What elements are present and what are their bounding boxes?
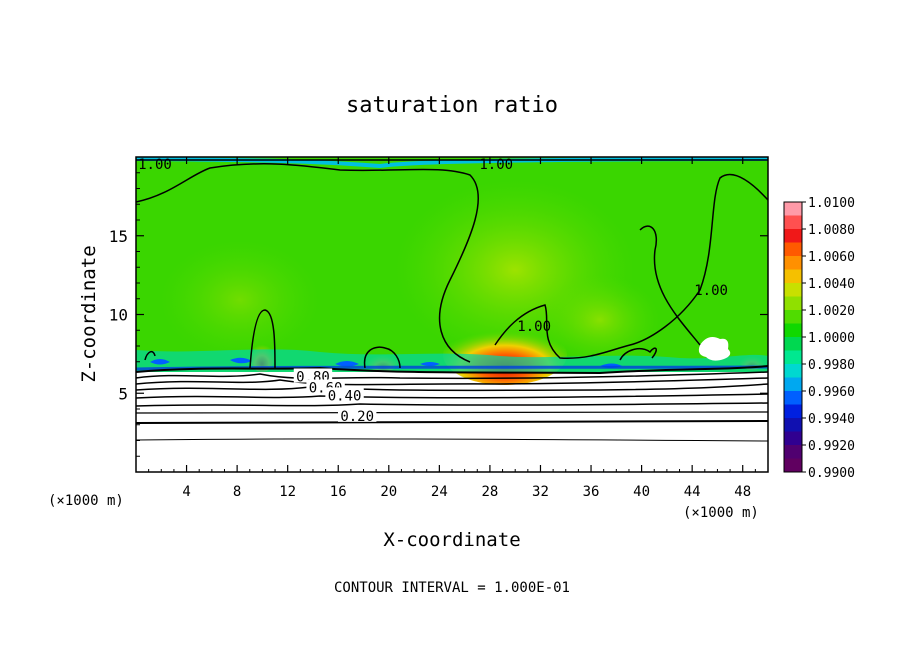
x-tick-label: 40 [633,484,650,500]
contour-0-60 [136,383,768,392]
contour-1-00-cell-20km [363,346,401,369]
colorbar-segment [784,202,802,216]
colorbar-segment [784,242,802,257]
colorbar-segment [784,364,802,378]
contour-label-bg [325,387,364,402]
x-axis-label: X-coordinate [383,529,520,551]
colorbar-segment [784,337,802,351]
contour-1-00-cell-10km [249,309,276,369]
x-unit-left: (×1000 m) [48,493,124,509]
colorbar-segment [784,269,802,284]
contour-interval-note: CONTOUR INTERVAL = 1.000E-01 [334,580,570,596]
contour-1-00-right [494,173,768,359]
colorbar: 1.0100 1.0080 1.0060 1.0040 1.0020 1.0000 0.99… [783,196,855,481]
warm-region-right [540,275,660,365]
colorbar-label: 0.9980 [808,358,855,373]
colorbar-label: 1.0100 [808,196,855,211]
x-tick-label: 36 [583,484,600,500]
y-tick-label: 10 [109,306,128,325]
colorbar-segment [784,445,802,459]
white-patch [698,337,731,361]
colorbar-segment [784,283,802,297]
colorbar-segment [784,350,802,365]
contour-0-20 [136,420,768,424]
contour-label: 0.40 [328,388,362,404]
colorbar-segment [784,404,802,419]
contour-label: 1.00 [479,157,513,173]
contour-label-bg [338,407,377,422]
contour-lines [136,159,768,442]
x-axis-ticks: 4 8 12 16 20 24 28 32 36 40 44 48 [148,157,756,500]
x-tick-label: 48 [734,484,751,500]
colorbar-segment [784,377,802,392]
contour-0-80 [136,371,768,380]
colorbar-label: 1.0040 [808,277,855,292]
contour-labels: 1.001.001.001.000.800.600.400.20 [138,157,728,425]
contour-0-40 [136,402,768,407]
colorbar-segment [784,229,802,243]
x-unit-right: (×1000 m) [683,505,759,521]
x-tick-label: 24 [431,484,448,500]
y-axis-ticks: 5 10 15 [109,172,768,457]
plot-area [136,157,768,472]
contour-label: 1.00 [517,319,551,335]
x-tick-label: 32 [532,484,549,500]
colorbar-segment [784,256,802,270]
colorbar-label: 1.0060 [808,250,855,265]
y-tick-label: 5 [118,384,128,403]
colorbar-segment [784,431,802,446]
chart-title: saturation ratio [346,93,558,118]
warm-region-left [160,240,320,360]
x-tick-label: 20 [380,484,397,500]
contour-0-90 [136,365,768,375]
colorbar-segment [784,310,802,324]
colorbar-segment [784,215,802,230]
contour-1-00-top [136,159,768,363]
colorbar-segment [784,391,802,405]
colorbar-label: 1.0000 [808,331,855,346]
contour-label-bg [293,368,333,383]
colorbar-label: 0.9940 [808,412,855,427]
contour-label: 1.00 [694,283,728,299]
contour-0-10 [136,438,768,442]
colorbar-label: 1.0020 [808,304,855,319]
contour-1-00-cell-40km [619,347,657,361]
colorbar-label: 0.9920 [808,439,855,454]
contour-label: 0.20 [340,409,374,425]
x-tick-label: 8 [233,484,241,500]
contour-0-30 [136,411,768,414]
colorbar-segment [784,458,802,473]
x-tick-label: 16 [330,484,347,500]
x-tick-label: 12 [279,484,296,500]
contour-1-00-mid [639,225,701,346]
y-axis-label: Z-coordinate [78,245,100,382]
colorbar-segment [784,418,802,432]
colorbar-segment [784,323,802,338]
y-tick-label: 15 [109,227,128,246]
contour-label: 1.00 [138,157,172,173]
blue-patches [150,357,622,368]
x-tick-label: 28 [481,484,498,500]
colorbar-segment [784,296,802,311]
x-tick-label: 44 [684,484,701,500]
x-tick-label: 4 [182,484,190,500]
colorbar-label: 0.9960 [808,385,855,400]
colorbar-label: 1.0080 [808,223,855,238]
colorbar-label: 0.9900 [808,466,855,481]
contour-1-00-cell-2km [144,350,156,361]
contour-0-70 [136,377,768,386]
